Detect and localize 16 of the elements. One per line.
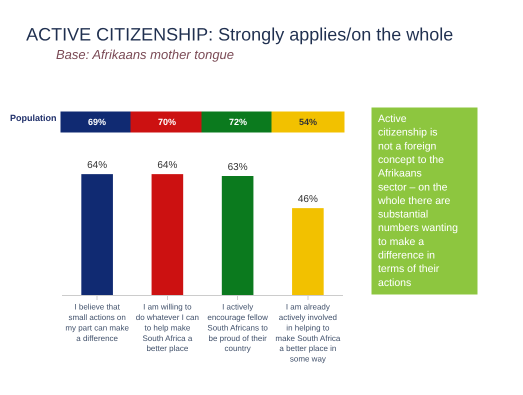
data-label: 63% <box>228 162 248 174</box>
text: 69% <box>88 117 106 127</box>
text: Active citizenship is not a foreign concept to the Afrikaans sector – on the whole there are substantial numbers wanting to make a difference in terms of their actions <box>378 113 458 289</box>
x-tick-label: I am willing to do whatever I can to help make South Africa a better place <box>136 302 199 354</box>
text: 70% <box>158 117 176 127</box>
text: 54% <box>298 117 318 127</box>
chart-title: ACTIVE CITIZENSHIP: Strongly applies/on the whole <box>26 24 454 44</box>
data-label: 46% <box>298 194 318 206</box>
data-label: 64% <box>157 160 178 172</box>
x-tick-label: I am already actively involved in helping to make South Africa a better place in some way <box>275 302 341 364</box>
text: Population <box>10 113 56 123</box>
x-tick-label: I believe that small actions on my part can make a difference <box>65 302 130 343</box>
x-tick-label: I actively encourage fellow South Africans to be proud of their country <box>207 302 268 354</box>
text: 72% <box>228 117 248 127</box>
chart-subtitle: Base: Afrikaans mother tongue <box>56 47 234 62</box>
data-label: 64% <box>87 160 108 172</box>
